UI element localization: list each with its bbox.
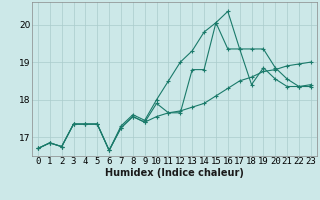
X-axis label: Humidex (Indice chaleur): Humidex (Indice chaleur) bbox=[105, 168, 244, 178]
